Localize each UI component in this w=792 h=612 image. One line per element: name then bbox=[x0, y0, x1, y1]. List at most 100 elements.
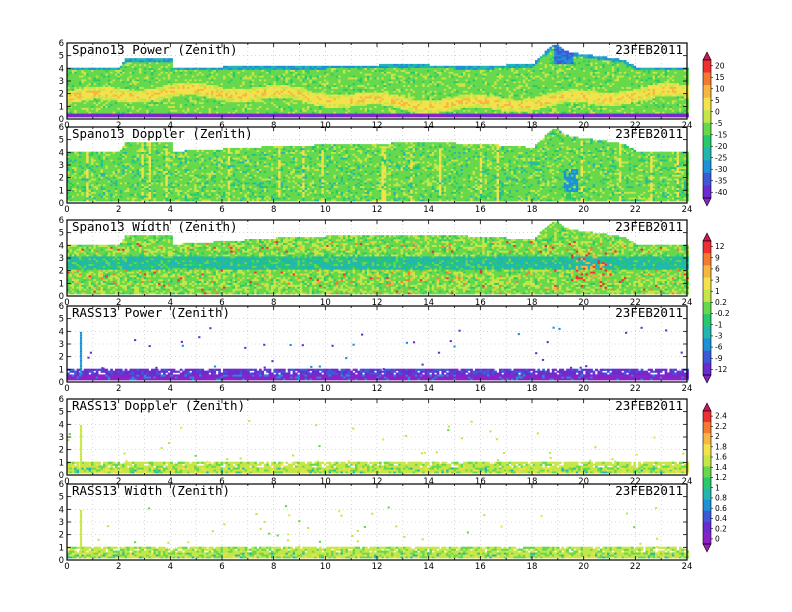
colorbar-tick-label: 5 bbox=[715, 96, 720, 105]
y-tick-label: 4 bbox=[59, 241, 64, 251]
y-tick-label: 1 bbox=[59, 279, 64, 289]
x-tick-label: 22 bbox=[630, 384, 641, 394]
colorbar-tick-label: 3 bbox=[715, 276, 720, 285]
y-tick-label: 5 bbox=[59, 408, 64, 418]
colorbar-tick-label: 1.4 bbox=[715, 463, 727, 472]
colorbar-tick-label: -25 bbox=[715, 153, 727, 162]
colorbar-tick-label: -9 bbox=[715, 354, 723, 363]
y-tick-label: 2 bbox=[59, 90, 64, 100]
colorbar-segment bbox=[703, 363, 711, 375]
colorbar-tick-label: -30 bbox=[715, 165, 727, 174]
colorbar-arrow-bottom bbox=[703, 544, 711, 552]
colorbar-segment bbox=[703, 60, 711, 73]
colorbar-tick-label: 2.2 bbox=[715, 422, 727, 431]
colorbar-arrow-bottom bbox=[703, 198, 711, 206]
colorbar-tick-label: 1.6 bbox=[715, 453, 727, 462]
early-streak bbox=[80, 510, 82, 553]
x-tick-label: 4 bbox=[168, 205, 173, 215]
data-field bbox=[67, 369, 689, 381]
colorbar-segment bbox=[703, 422, 711, 433]
colorbar-tick-label: -40 bbox=[715, 188, 727, 197]
data-field bbox=[67, 547, 689, 559]
colorbar-tick-label: 2 bbox=[715, 432, 720, 441]
y-tick-label: 4 bbox=[59, 327, 64, 337]
y-tick-label: 5 bbox=[59, 493, 64, 503]
y-tick-label: 5 bbox=[59, 136, 64, 146]
y-tick-label: 2 bbox=[59, 174, 64, 184]
colorbar-tick-label: 0.2 bbox=[715, 524, 727, 533]
x-tick-label: 24 bbox=[682, 384, 693, 394]
y-tick-label: 6 bbox=[59, 216, 64, 226]
colorbar-segment bbox=[703, 351, 711, 363]
colorbar-tick-label: -5 bbox=[715, 119, 723, 128]
colorbar-segment bbox=[703, 173, 711, 186]
colorbar-segment bbox=[703, 302, 711, 314]
colorbar-tick-label: 0 bbox=[715, 107, 720, 116]
sparse-echoes bbox=[87, 327, 682, 372]
colorbar-segment bbox=[703, 478, 711, 489]
panel-date: 23FEB2011 bbox=[615, 42, 683, 57]
y-tick-label: 1 bbox=[59, 102, 64, 112]
x-tick-label: 14 bbox=[423, 384, 434, 394]
colorbar-tick-label: 2.4 bbox=[715, 412, 727, 421]
x-tick-label: 2 bbox=[116, 205, 121, 215]
x-tick-label: 8 bbox=[271, 384, 276, 394]
colorbar-tick-label: 0.2 bbox=[715, 298, 727, 307]
colorbar-segment bbox=[703, 326, 711, 338]
x-tick-label: 6 bbox=[219, 205, 224, 215]
x-tick-label: 20 bbox=[578, 384, 589, 394]
y-tick-label: 6 bbox=[59, 39, 64, 49]
y-tick-label: 0 bbox=[59, 199, 64, 209]
y-tick-label: 3 bbox=[59, 254, 64, 264]
y-tick-label: 4 bbox=[59, 64, 64, 74]
panel-title: Spano13 Doppler (Zenith) bbox=[72, 126, 253, 141]
colorbar-segment bbox=[703, 160, 711, 173]
y-tick-label: 2 bbox=[59, 531, 64, 541]
colorbar-segment bbox=[703, 511, 711, 522]
x-tick-label: 16 bbox=[475, 384, 486, 394]
colorbar-tick-label: -15 bbox=[715, 130, 727, 139]
colorbar-segment bbox=[703, 148, 711, 161]
y-tick-label: 2 bbox=[59, 353, 64, 363]
x-tick-label: 16 bbox=[475, 205, 486, 215]
x-tick-label: 12 bbox=[372, 384, 383, 394]
colorbar-segment bbox=[703, 85, 711, 98]
colorbar-arrow-top bbox=[703, 233, 711, 241]
y-tick-label: 1 bbox=[59, 543, 64, 553]
x-tick-label: 14 bbox=[423, 205, 434, 215]
colorbar-segment bbox=[703, 290, 711, 302]
y-tick-label: 4 bbox=[59, 148, 64, 158]
panel-date: 23FEB2011 bbox=[615, 126, 683, 141]
colorbar-segment bbox=[703, 110, 711, 123]
colorbar-segment bbox=[703, 314, 711, 326]
panel-title: Spano13 Power (Zenith) bbox=[72, 42, 238, 57]
panel-title: Spano13 Width (Zenith) bbox=[72, 219, 238, 234]
x-tick-label: 20 bbox=[578, 205, 589, 215]
x-tick-label: 24 bbox=[682, 205, 693, 215]
colorbar-segment bbox=[703, 489, 711, 500]
x-tick-label: 10 bbox=[320, 562, 331, 572]
colorbar-segment bbox=[703, 135, 711, 148]
colorbar-segment bbox=[703, 265, 711, 277]
colorbar-tick-label: 20 bbox=[715, 61, 725, 70]
panel-title: RASS13 Width (Zenith) bbox=[72, 483, 230, 498]
x-tick-label: 24 bbox=[682, 562, 693, 572]
y-tick-label: 0 bbox=[59, 292, 64, 302]
y-tick-label: 4 bbox=[59, 505, 64, 515]
colorbar-tick-label: 12 bbox=[715, 242, 725, 251]
panel-title: RASS13 Doppler (Zenith) bbox=[72, 398, 245, 413]
colorbar-segment bbox=[703, 500, 711, 511]
colorbar-tick-label: 0.4 bbox=[715, 514, 727, 523]
early-streak bbox=[80, 425, 82, 468]
colorbar-segment bbox=[703, 241, 711, 253]
colorbars-layer: 20151050-5-15-20-25-30-35-401296310.2-0.… bbox=[703, 52, 730, 552]
colorbar-segment bbox=[703, 433, 711, 444]
x-tick-label: 0 bbox=[64, 562, 69, 572]
colorbar-segment bbox=[703, 455, 711, 466]
colorbar-segment bbox=[703, 466, 711, 477]
